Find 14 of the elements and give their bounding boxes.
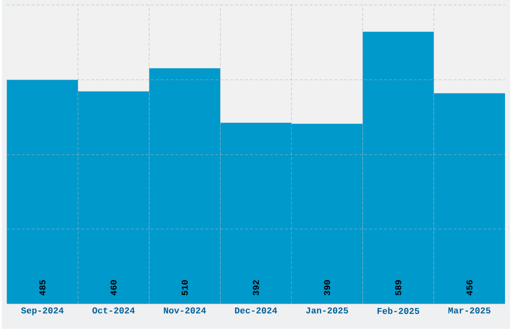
data-label: 390: [324, 280, 330, 296]
data-label: 485: [39, 280, 46, 296]
data-label: 456: [466, 280, 472, 296]
x-tick-label: Mar-2025: [448, 308, 490, 314]
data-label: 392: [252, 280, 259, 296]
x-tick-label: Jan-2025: [306, 308, 348, 314]
x-tick-label: Nov-2024: [164, 308, 206, 314]
x-tick-label: Sep-2024: [21, 308, 64, 316]
x-tick-label: Dec-2024: [235, 308, 278, 314]
data-label: 460: [110, 280, 117, 296]
x-tick-label: Feb-2025: [378, 308, 420, 314]
x-tick-label: Oct-2024: [92, 308, 135, 314]
data-label: 589: [395, 280, 402, 296]
data-label: 510: [182, 280, 188, 296]
